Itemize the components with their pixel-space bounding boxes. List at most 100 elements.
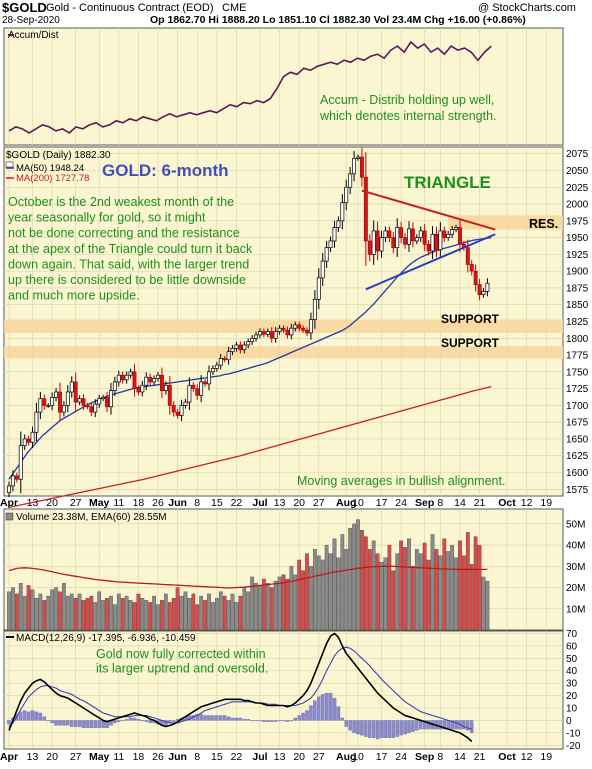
macd-histogram-bar — [199, 714, 203, 721]
volume-tick-label: 50M — [566, 519, 585, 530]
candle-body — [422, 230, 427, 245]
volume-bar — [77, 593, 82, 631]
volume-bar — [281, 574, 286, 631]
candle-body — [191, 384, 196, 389]
x-tick-label: 18 — [133, 497, 145, 509]
accum-dist-annotation-line-2: which denotes internal strength. — [319, 109, 497, 123]
candle-body — [379, 237, 384, 252]
price-legend: $GOLD (Daily) 1882.30 — [6, 150, 111, 161]
macd-histogram-bar — [379, 720, 384, 738]
candle-body — [407, 228, 411, 245]
candle-body — [434, 233, 439, 251]
macd-histogram-bar — [128, 717, 133, 721]
volume-bar — [262, 578, 266, 631]
macd-histogram-bar — [89, 720, 94, 729]
macd-histogram-bar — [454, 720, 458, 730]
macd-histogram-bar — [148, 720, 152, 724]
candle-body — [77, 398, 82, 403]
volume-bar — [179, 595, 184, 631]
macd-histogram-bar — [281, 720, 286, 722]
macd-histogram-bar — [242, 719, 247, 721]
volume-bar — [411, 566, 415, 631]
candle-body — [430, 233, 435, 252]
candle-body — [187, 384, 192, 403]
volume-bar — [218, 591, 223, 631]
candle-body — [46, 405, 51, 407]
volume-bar — [30, 589, 35, 631]
volume-tick-label: 10M — [566, 604, 585, 615]
accum-dist-annotation-line-1: Accum - Distrib holding up well, — [320, 93, 494, 107]
candle-body — [277, 327, 282, 332]
volume-bar — [363, 536, 368, 631]
macd-histogram-bar — [73, 720, 78, 727]
x-tick-label: Jun — [168, 497, 187, 509]
ma200-line — [8, 385, 492, 509]
candle-body — [7, 485, 11, 493]
legend-swatch — [5, 512, 14, 521]
x-tick-label: 27 — [313, 497, 325, 509]
volume-tick-label: 20M — [566, 583, 585, 594]
macd-histogram-bar — [403, 720, 407, 735]
candle-body — [152, 378, 157, 383]
candle-body — [344, 186, 349, 204]
macd-histogram-bar — [66, 720, 70, 726]
volume-bar — [211, 602, 215, 631]
macd-histogram-bar — [215, 715, 219, 721]
volume-bar — [242, 587, 247, 631]
chart-date: 28-Sep-2020 — [2, 15, 60, 26]
volume-bar — [105, 598, 109, 631]
macd-histogram-bar — [219, 715, 223, 721]
candle-body — [93, 403, 98, 413]
volume-bar — [14, 593, 19, 631]
candle-body — [109, 390, 113, 408]
price-tick-label: 2075 — [566, 149, 589, 160]
price-title: GOLD: 6-month — [102, 161, 229, 180]
price-tick-label: 1625 — [566, 451, 589, 462]
x-tick-label: 19 — [540, 497, 552, 509]
candle-body — [250, 337, 255, 342]
volume-bar — [458, 540, 462, 631]
volume-bar — [26, 585, 31, 631]
macd-histogram-bar — [446, 720, 450, 730]
seasonal-commentary-line-5: down again. That said, with the larger t… — [8, 257, 249, 271]
macd-histogram-bar — [117, 720, 121, 722]
macd-histogram-bar — [348, 720, 352, 731]
volume-bar — [293, 574, 298, 631]
volume-bar — [124, 595, 129, 631]
candle-body — [446, 233, 451, 238]
volume-bar — [301, 570, 305, 631]
volume-bar — [195, 604, 200, 631]
x-tick-label: 11 — [113, 497, 124, 509]
volume-bar — [97, 591, 102, 631]
x-tick-label: 24 — [395, 751, 407, 763]
volume-bar — [273, 581, 278, 631]
candle-body — [97, 398, 102, 405]
volume-bar — [18, 583, 23, 631]
macd-histogram-bar — [277, 720, 282, 722]
candle-body — [14, 475, 19, 480]
macd-histogram-bar — [466, 720, 470, 731]
macd-histogram-bar — [69, 720, 74, 727]
candle-body — [473, 270, 478, 285]
price-tick-label: 1725 — [566, 384, 589, 395]
volume-bar — [22, 595, 27, 631]
volume-bar — [250, 576, 254, 631]
volume-bar — [246, 591, 251, 631]
macd-histogram-bar — [313, 700, 317, 721]
volume-bar — [320, 559, 325, 631]
candle-body — [305, 329, 309, 334]
candle-body — [297, 324, 302, 329]
candle-body — [159, 374, 164, 391]
candle-body — [246, 341, 251, 346]
macd-tick-label: 0 — [566, 716, 572, 727]
candle-body — [214, 364, 219, 369]
candle-body — [359, 156, 364, 178]
accum-dist-panel — [3, 27, 564, 146]
macd-histogram-bar — [317, 696, 321, 721]
candle-body — [450, 229, 455, 235]
candle-body — [340, 202, 345, 222]
volume-bar — [226, 600, 231, 631]
x-tick-label: Jul — [252, 497, 267, 509]
price-tick-label: 1875 — [566, 283, 589, 294]
candle-body — [258, 331, 262, 336]
